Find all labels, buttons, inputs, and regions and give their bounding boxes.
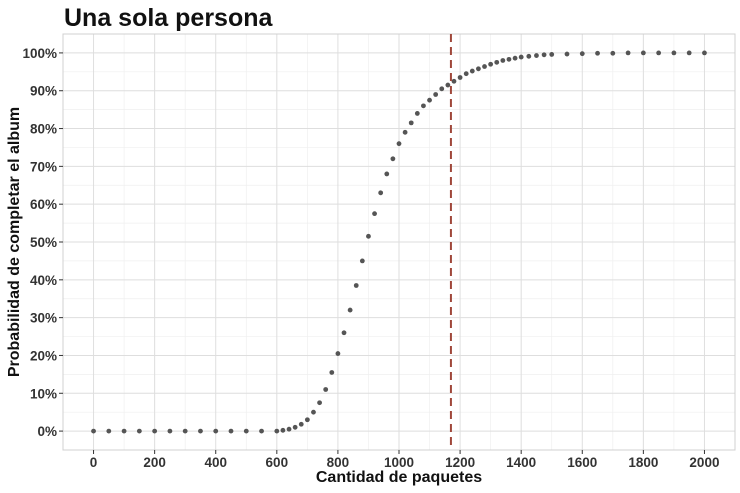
data-point xyxy=(686,50,692,56)
data-point xyxy=(494,59,500,65)
x-tick-label: 1800 xyxy=(628,455,658,470)
data-point xyxy=(549,52,555,57)
y-tick-label: 80% xyxy=(30,122,57,137)
data-point xyxy=(317,400,322,406)
data-point xyxy=(512,55,518,61)
x-axis-title: Cantidad de paquetes xyxy=(316,469,482,486)
data-point xyxy=(384,171,390,177)
data-point xyxy=(506,56,512,62)
y-tick-label: 70% xyxy=(30,159,57,174)
x-tick-label: 400 xyxy=(204,455,227,470)
data-point xyxy=(396,141,402,147)
data-point xyxy=(433,92,439,97)
data-point xyxy=(534,53,539,58)
data-point xyxy=(500,58,506,63)
data-point xyxy=(136,428,142,434)
data-point xyxy=(518,54,524,60)
y-tick-label: 90% xyxy=(30,84,57,99)
data-point xyxy=(390,156,396,162)
data-point xyxy=(323,387,329,392)
data-point xyxy=(414,111,420,116)
data-point xyxy=(359,258,365,264)
data-point xyxy=(457,75,463,80)
data-point xyxy=(579,51,585,57)
data-point xyxy=(298,421,304,427)
data-point xyxy=(671,50,677,56)
data-point xyxy=(378,190,384,196)
y-tick-label: 10% xyxy=(30,386,57,401)
y-tick-label: 60% xyxy=(30,197,57,212)
data-point xyxy=(564,51,570,57)
data-point xyxy=(476,66,481,72)
data-point xyxy=(439,86,445,92)
x-tick-label: 0 xyxy=(90,455,98,470)
x-tick-label: 1400 xyxy=(506,455,536,470)
data-point xyxy=(610,50,616,56)
data-point xyxy=(469,68,475,74)
data-point xyxy=(259,428,264,434)
data-point xyxy=(198,428,203,434)
data-point xyxy=(463,71,469,77)
data-point xyxy=(347,307,353,313)
data-point xyxy=(353,283,359,288)
y-axis-title: Probabilidad de completar el album xyxy=(6,107,23,377)
y-tick-label: 50% xyxy=(30,235,57,250)
data-point xyxy=(213,428,219,434)
data-point xyxy=(656,50,662,56)
data-point xyxy=(274,428,280,434)
y-tick-label: 40% xyxy=(30,273,57,288)
x-axis: 0 200 400 600 800 1000 1200 1400 1600 1800 2000 xyxy=(90,450,719,470)
data-point xyxy=(366,233,371,239)
data-point xyxy=(526,53,532,59)
data-point xyxy=(640,50,646,56)
data-point xyxy=(402,129,408,135)
data-point xyxy=(625,50,631,56)
data-point xyxy=(152,428,158,434)
data-point xyxy=(421,103,426,109)
y-tick-label: 100% xyxy=(22,46,57,61)
data-point xyxy=(228,428,234,434)
data-point xyxy=(595,50,600,56)
data-point xyxy=(311,409,316,415)
data-point xyxy=(121,428,127,434)
data-point xyxy=(243,428,249,434)
y-tick-label: 0% xyxy=(37,424,57,439)
y-tick-label: 30% xyxy=(30,311,57,326)
data-point xyxy=(482,64,487,69)
data-point xyxy=(372,211,377,217)
y-tick-label: 20% xyxy=(30,348,57,363)
data-point xyxy=(286,426,292,432)
chart-title: Una sola persona xyxy=(64,4,273,32)
data-point xyxy=(280,427,286,433)
data-point xyxy=(167,428,173,434)
data-point xyxy=(304,417,310,423)
data-point xyxy=(488,61,494,67)
data-point xyxy=(427,97,432,103)
data-point xyxy=(341,330,347,336)
x-tick-label: 2000 xyxy=(689,455,719,470)
data-point xyxy=(335,351,341,356)
data-point xyxy=(445,82,451,88)
data-point xyxy=(408,120,414,126)
y-axis: 0% 10% 20% 30% 40% 50% 60% 70% 80% 90% 100% xyxy=(22,46,63,439)
data-point xyxy=(292,424,298,430)
grid xyxy=(63,34,735,450)
x-tick-label: 1000 xyxy=(384,455,414,470)
data-point xyxy=(329,370,335,375)
scatter-points xyxy=(91,50,707,434)
data-point xyxy=(106,428,112,434)
data-point xyxy=(702,50,707,56)
x-tick-label: 600 xyxy=(266,455,289,470)
data-point xyxy=(91,428,96,434)
x-tick-label: 800 xyxy=(327,455,350,470)
data-point xyxy=(451,78,457,84)
data-point xyxy=(541,52,547,58)
x-tick-label: 1200 xyxy=(445,455,475,470)
data-point xyxy=(182,428,188,434)
x-tick-label: 200 xyxy=(143,455,166,470)
x-tick-label: 1600 xyxy=(567,455,597,470)
